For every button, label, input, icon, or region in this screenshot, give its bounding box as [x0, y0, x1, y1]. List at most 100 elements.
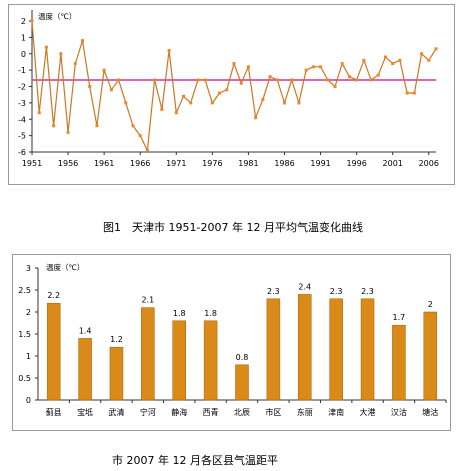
- y-tick-label: 0: [21, 50, 26, 59]
- data-point: [81, 39, 84, 43]
- figure2-caption: 市 2007 年 12 月各区县气温距平: [112, 454, 278, 467]
- x-tick-label: 武清: [108, 407, 124, 417]
- data-point: [218, 91, 222, 95]
- data-point: [268, 75, 272, 79]
- y-tick-label: 0: [26, 396, 31, 405]
- bar: [172, 320, 186, 401]
- bar: [423, 311, 438, 401]
- chart-frame: [8, 4, 455, 185]
- data-point: [355, 78, 359, 82]
- data-point: [319, 65, 323, 69]
- chart-frame: [12, 254, 451, 431]
- bar-data-label: 2.3: [361, 287, 374, 296]
- data-point: [52, 124, 56, 128]
- line-marks-group: -6 -5 -4 -3 -2 -1 0 1 2 1951 1956 1961 1966 1971 1976 1…: [18, 17, 439, 168]
- data-point: [138, 134, 142, 138]
- x-tick-label: 1986: [274, 159, 294, 168]
- data-point: [376, 73, 380, 77]
- data-point: [225, 88, 229, 92]
- figure1-caption: 图1 天津市 1951-2007 年 12 月平均气温变化曲线: [103, 221, 363, 234]
- data-point: [412, 91, 416, 95]
- data-point: [167, 48, 171, 52]
- data-point: [398, 58, 402, 62]
- data-point: [95, 124, 99, 128]
- bar-data-label: 1.2: [110, 335, 123, 344]
- x-tick-label: 北辰: [234, 408, 250, 417]
- data-point: [66, 130, 70, 134]
- y-tick-label: -6: [18, 148, 26, 157]
- data-point: [182, 94, 185, 98]
- y-axis-unit-label: 温度（℃）: [38, 11, 76, 21]
- x-tick-label: 1996: [346, 159, 366, 168]
- y-tick-label: -5: [18, 132, 26, 141]
- bar: [109, 346, 124, 401]
- bar-data-label: 2.1: [141, 296, 154, 305]
- bar: [203, 320, 218, 401]
- bar: [360, 298, 375, 401]
- data-point: [290, 78, 294, 82]
- y-tick-label: -1: [18, 66, 26, 75]
- bar: [298, 294, 312, 401]
- bar: [329, 298, 343, 401]
- x-tick-label: 蓟县: [46, 407, 62, 417]
- x-tick-label: 1956: [58, 159, 78, 168]
- data-point: [37, 111, 41, 115]
- bar-data-label: 2.3: [267, 287, 280, 296]
- data-point: [109, 88, 113, 92]
- data-point: [405, 91, 409, 95]
- x-tick-label: 津南: [328, 407, 344, 417]
- data-point: [203, 78, 207, 82]
- data-point: [384, 55, 387, 59]
- data-point: [117, 78, 121, 82]
- data-point: [145, 148, 149, 152]
- data-point: [189, 101, 193, 105]
- x-tick-label: 宝坻: [77, 407, 93, 417]
- y-tick-label: -3: [18, 99, 26, 108]
- data-point: [391, 62, 395, 66]
- bar-data-label: 1.8: [204, 309, 217, 318]
- data-point: [131, 124, 135, 128]
- y-tick-label: 1: [21, 33, 26, 42]
- x-tick-label: 塘沽: [422, 407, 438, 417]
- data-point: [124, 101, 128, 105]
- y-tick-label: 3: [26, 264, 31, 273]
- bar: [141, 307, 155, 401]
- bar-data-label: 1.8: [173, 309, 186, 318]
- data-point: [420, 52, 424, 56]
- bar: [78, 338, 92, 401]
- data-point: [434, 47, 438, 51]
- y-tick-label: 1.5: [18, 330, 31, 339]
- data-point: [362, 58, 366, 62]
- bar-data-label: 2.4: [298, 282, 311, 291]
- line-chart-svg: 温度（℃） -6 -5 -4 -3 -2 -1 0 1 2 1951 1956 1961 1966 197…: [8, 4, 455, 185]
- x-tick-label: 1981: [238, 159, 258, 168]
- y-tick-label: 2: [21, 17, 26, 26]
- x-tick-label: 汉沽: [391, 407, 407, 417]
- x-tick-label: 1961: [94, 159, 114, 168]
- data-point: [297, 101, 301, 105]
- data-point: [196, 78, 200, 82]
- data-point: [246, 65, 250, 69]
- x-tick-label: 1971: [166, 159, 186, 168]
- data-point: [369, 78, 373, 82]
- data-point: [102, 68, 106, 72]
- data-point: [44, 45, 48, 49]
- x-tick-label: 市区: [265, 407, 281, 417]
- x-tick-label: 西青: [203, 407, 219, 417]
- data-point: [275, 78, 279, 82]
- data-point: [174, 111, 178, 115]
- y-tick-label: 1: [26, 352, 31, 361]
- bar-data-label: 2.2: [47, 291, 60, 300]
- y-tick-label: 2.5: [18, 286, 31, 295]
- data-point: [73, 62, 77, 66]
- bar-data-label: 0.8: [236, 353, 249, 362]
- data-point: [239, 81, 243, 85]
- data-point: [283, 101, 286, 105]
- bar: [46, 302, 61, 401]
- x-tick-label: 大港: [360, 407, 376, 417]
- bar-data-label: 2: [428, 300, 433, 309]
- y-tick-label: 0.5: [18, 374, 31, 383]
- bar-marks-group: 0 0.5 1 1.5 2 2.5 3 2.2 蓟县 1.4 宝坻 1.2 武清 2.1 宁河 1.8 静海 1.…: [18, 264, 447, 417]
- data-point: [326, 78, 330, 82]
- data-point: [30, 19, 34, 23]
